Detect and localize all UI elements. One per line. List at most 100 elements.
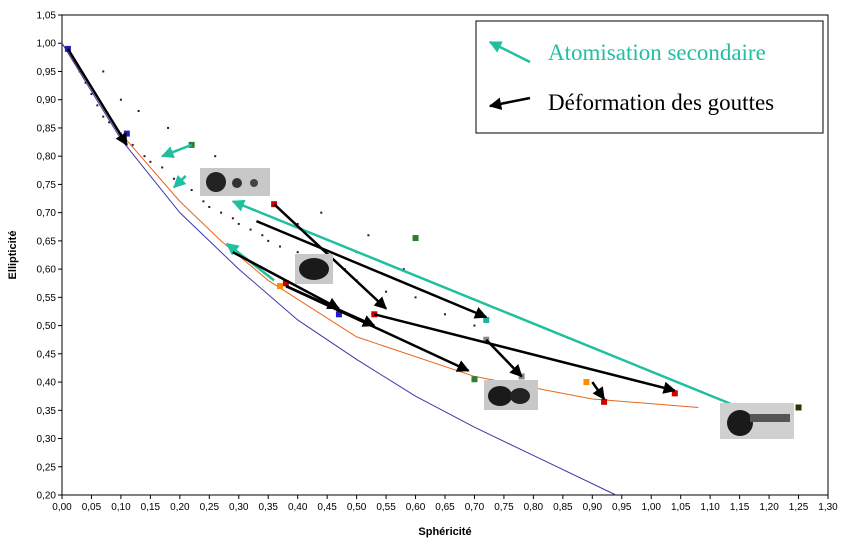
x-tick-label: 0,20 bbox=[170, 502, 190, 513]
marker bbox=[277, 283, 284, 290]
cloud-point bbox=[208, 206, 211, 208]
cloud-point bbox=[231, 217, 234, 220]
y-tick-label: 0,50 bbox=[37, 321, 57, 332]
legend-arrow bbox=[488, 40, 531, 64]
cloud-point bbox=[102, 70, 105, 73]
arrow bbox=[373, 313, 677, 394]
cloud-point bbox=[96, 104, 99, 107]
x-tick-label: 0,60 bbox=[406, 502, 426, 513]
arrow bbox=[285, 284, 470, 372]
x-tick-label: 1,15 bbox=[730, 502, 750, 513]
marker bbox=[583, 379, 590, 386]
y-tick-label: 1,00 bbox=[37, 39, 57, 50]
arrow bbox=[591, 381, 606, 401]
cloud-point bbox=[367, 234, 370, 237]
x-tick-label: 0,40 bbox=[288, 502, 308, 513]
marker bbox=[601, 398, 608, 405]
cloud-point bbox=[385, 290, 388, 293]
cloud-point bbox=[279, 245, 282, 248]
cloud-point bbox=[202, 200, 205, 203]
curve bbox=[61, 42, 699, 408]
arrow bbox=[66, 48, 128, 146]
cloud-point bbox=[261, 234, 264, 237]
x-tick-label: 0,25 bbox=[200, 502, 220, 513]
marker bbox=[335, 311, 342, 318]
x-tick-label: 0,70 bbox=[465, 502, 485, 513]
x-tick-label: 1,00 bbox=[641, 502, 661, 513]
cloud-point bbox=[167, 126, 170, 129]
curve bbox=[61, 42, 617, 496]
cloud-point bbox=[190, 189, 193, 192]
legend-arrow bbox=[488, 96, 531, 110]
marker bbox=[123, 130, 130, 137]
y-tick-label: 0,95 bbox=[37, 67, 57, 78]
y-tick-label: 0,65 bbox=[37, 236, 57, 247]
x-tick-label: 1,25 bbox=[789, 502, 809, 513]
x-tick-label: 0,50 bbox=[347, 502, 367, 513]
cloud-point bbox=[84, 81, 87, 84]
x-tick-label: 0,95 bbox=[612, 502, 632, 513]
cloud-point bbox=[119, 98, 122, 101]
cloud-point bbox=[214, 155, 217, 158]
x-tick-label: 0,55 bbox=[376, 502, 396, 513]
y-tick-label: 0,75 bbox=[37, 180, 57, 191]
x-tick-label: 1,10 bbox=[700, 502, 720, 513]
x-tick-label: 0,10 bbox=[111, 502, 131, 513]
cloud-point bbox=[131, 143, 134, 146]
y-axis-title: Ellipticité bbox=[7, 231, 19, 280]
x-tick-label: 0,85 bbox=[553, 502, 573, 513]
cloud-point bbox=[402, 268, 405, 271]
y-tick-label: 0,90 bbox=[37, 95, 57, 106]
y-tick-label: 0,60 bbox=[37, 265, 57, 276]
y-tick-label: 0,70 bbox=[37, 208, 57, 219]
cloud-point bbox=[473, 324, 476, 327]
cloud-point bbox=[296, 222, 299, 225]
x-axis-title: Sphéricité bbox=[418, 526, 471, 538]
x-tick-label: 0,30 bbox=[229, 502, 249, 513]
marker bbox=[282, 280, 289, 287]
cloud-point bbox=[320, 211, 323, 214]
y-tick-label: 0,55 bbox=[37, 293, 57, 304]
cloud-point bbox=[102, 115, 105, 118]
cloud-point bbox=[249, 228, 252, 231]
legend-label: Atomisation secondaire bbox=[548, 40, 766, 65]
cloud-point bbox=[149, 160, 152, 163]
cloud-point bbox=[237, 222, 240, 225]
legend-label: Déformation des gouttes bbox=[548, 90, 774, 115]
y-tick-label: 0,40 bbox=[37, 378, 57, 389]
arrow bbox=[161, 143, 193, 158]
droplet-photos bbox=[200, 168, 794, 439]
x-tick-label: 0,65 bbox=[435, 502, 455, 513]
x-tick-label: 0,90 bbox=[583, 502, 603, 513]
cloud-point bbox=[267, 239, 270, 242]
y-tick-label: 0,30 bbox=[37, 434, 57, 445]
marker bbox=[795, 404, 802, 411]
cloud-point bbox=[296, 251, 299, 254]
x-tick-label: 1,30 bbox=[818, 502, 838, 513]
x-tick-label: 0,00 bbox=[52, 502, 72, 513]
cloud-point bbox=[90, 93, 93, 96]
x-tick-label: 0,75 bbox=[494, 502, 514, 513]
x-tick-label: 0,15 bbox=[141, 502, 161, 513]
marker bbox=[483, 316, 490, 323]
y-tick-label: 0,20 bbox=[37, 491, 57, 502]
y-tick-label: 0,85 bbox=[37, 123, 57, 134]
marker bbox=[412, 235, 419, 242]
y-tick-label: 0,25 bbox=[37, 462, 57, 473]
x-tick-label: 1,05 bbox=[671, 502, 691, 513]
cloud-point bbox=[444, 313, 446, 316]
x-tick-label: 0,80 bbox=[524, 502, 544, 513]
x-tick-label: 0,05 bbox=[82, 502, 102, 513]
y-tick-label: 0,45 bbox=[37, 349, 57, 360]
cloud-point bbox=[414, 296, 417, 299]
arrow bbox=[255, 219, 488, 319]
cloud-point bbox=[220, 211, 223, 214]
marker bbox=[471, 376, 478, 383]
cloud-point bbox=[108, 121, 111, 124]
arrow bbox=[232, 251, 341, 310]
x-tick-label: 0,35 bbox=[258, 502, 278, 513]
x-tick-label: 0,45 bbox=[317, 502, 337, 513]
arrow bbox=[231, 199, 741, 409]
cloud-point bbox=[172, 177, 175, 180]
